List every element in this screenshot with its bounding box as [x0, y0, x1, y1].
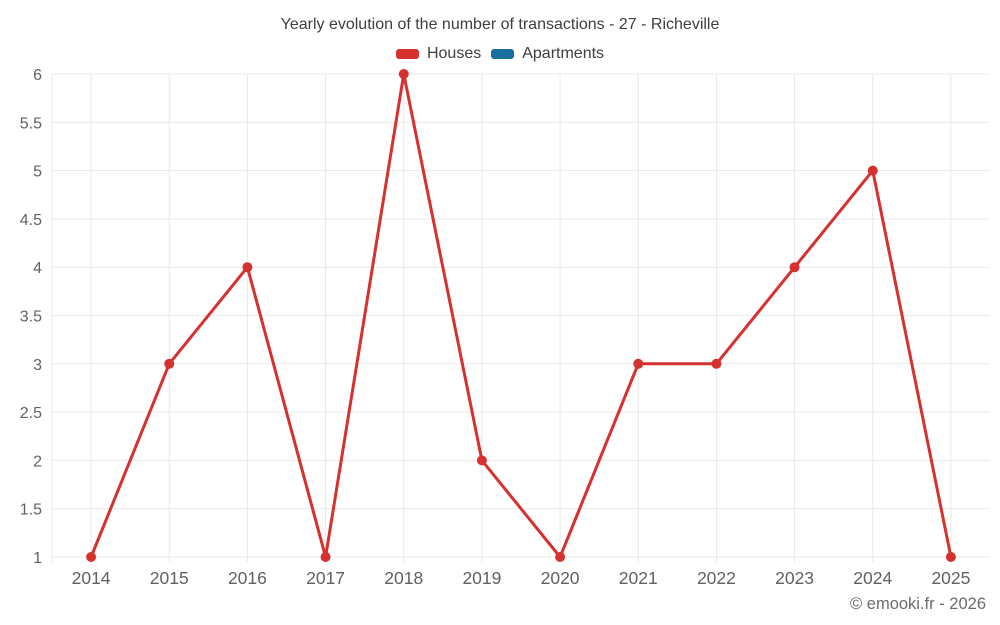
x-tick-label: 2017 [306, 568, 345, 588]
x-tick-label: 2021 [619, 568, 658, 588]
data-point-houses-2021[interactable] [633, 358, 644, 369]
y-tick-label: 4 [33, 260, 42, 277]
data-point-houses-2015[interactable] [164, 358, 175, 369]
legend-swatch-apartments [491, 49, 515, 59]
legend: Houses Apartments [0, 45, 1000, 63]
y-tick-label: 2.5 [20, 405, 42, 422]
data-point-houses-2017[interactable] [320, 552, 331, 562]
y-tick-label: 5.5 [20, 115, 42, 132]
series-line-houses [89, 72, 953, 559]
x-tick-label: 2024 [853, 568, 892, 588]
watermark-credit: © emooki.fr - 2026 [850, 595, 986, 613]
x-tick-label: 2014 [72, 568, 111, 588]
data-point-houses-2024[interactable] [867, 165, 878, 176]
legend-item-apartments[interactable]: Apartments [491, 45, 604, 63]
x-tick-label: 2025 [931, 568, 970, 588]
data-point-houses-2016[interactable] [242, 262, 253, 273]
data-point-houses-2022[interactable] [711, 358, 722, 369]
legend-label-houses: Houses [426, 45, 482, 62]
data-point-houses-2014[interactable] [86, 552, 97, 562]
x-tick-label: 2019 [462, 568, 501, 588]
x-tick-label: 2016 [228, 568, 267, 588]
x-tick-label: 2018 [384, 568, 423, 588]
y-tick-label: 2 [33, 453, 42, 470]
chart-title: Yearly evolution of the number of transa… [280, 16, 720, 33]
y-tick-label: 3.5 [20, 309, 42, 326]
data-point-houses-2023[interactable] [789, 262, 800, 273]
y-tick-label: 6 [33, 67, 42, 84]
legend-swatch-houses [395, 49, 419, 59]
x-tick-label: 2022 [697, 568, 736, 588]
x-tick-label: 2015 [150, 568, 189, 588]
data-point-houses-2019[interactable] [476, 455, 487, 466]
data-point-houses-2025[interactable] [945, 552, 956, 562]
y-tick-label: 1.5 [20, 502, 42, 519]
y-tick-label: 1 [33, 550, 42, 567]
data-point-houses-2020[interactable] [555, 552, 566, 562]
x-tick-label: 2020 [541, 568, 580, 588]
x-tick-label: 2023 [775, 568, 814, 588]
y-tick-label: 4.5 [20, 212, 42, 229]
y-tick-label: 5 [33, 164, 42, 181]
legend-item-houses[interactable]: Houses [395, 45, 482, 63]
y-tick-label: 3 [33, 357, 42, 374]
legend-label-apartments: Apartments [522, 45, 605, 62]
data-point-houses-2018[interactable] [398, 69, 409, 79]
